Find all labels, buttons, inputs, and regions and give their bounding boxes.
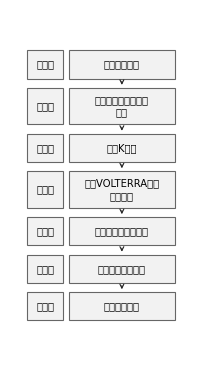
Bar [27,292,63,320]
Text: 步骤一: 步骤一 [36,59,54,69]
Text: 构建权值向量: 构建权值向量 [104,301,140,311]
Bar [69,217,175,246]
Bar [27,50,63,79]
Text: 发送带有导频序列的
信息: 发送带有导频序列的 信息 [95,95,149,117]
Bar [69,255,175,283]
Text: 步骤六: 步骤六 [36,264,54,274]
Text: 构建VOLTERRA模型
矩阵形式: 构建VOLTERRA模型 矩阵形式 [84,178,159,201]
Text: 步骤五: 步骤五 [36,226,54,236]
Text: 步骤二: 步骤二 [36,101,54,111]
Bar [69,50,175,79]
Text: 求解辨识向量初始值: 求解辨识向量初始值 [95,226,149,236]
Text: 存储相同序列: 存储相同序列 [104,59,140,69]
Bar [69,88,175,124]
Text: 构建差异因子向量: 构建差异因子向量 [98,264,146,274]
Text: 步骤七: 步骤七 [36,301,54,311]
Bar [69,292,175,320]
Bar [27,171,63,208]
Bar [27,255,63,283]
Bar [27,88,63,124]
Bar [27,217,63,246]
Text: 步骤四: 步骤四 [36,185,54,195]
Text: 步骤三: 步骤三 [36,143,54,153]
Text: 构建K矩阵: 构建K矩阵 [107,143,137,153]
Bar [69,171,175,208]
Bar [27,134,63,162]
Bar [69,134,175,162]
